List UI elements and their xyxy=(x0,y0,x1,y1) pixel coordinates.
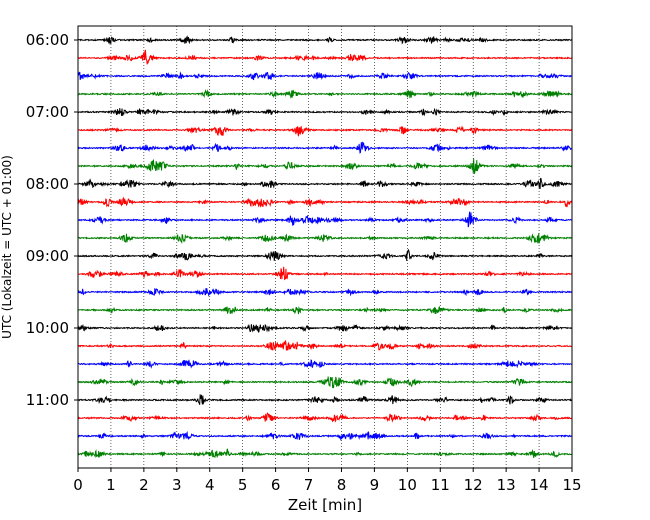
x-tick-label: 8 xyxy=(337,476,347,494)
trace-0715 xyxy=(77,125,573,137)
x-tick-label: 2 xyxy=(139,476,149,494)
trace-1145 xyxy=(77,448,573,459)
x-tick-label: 10 xyxy=(398,476,417,494)
x-axis-ticks: 0 1 2 3 4 5 6 7 8 9 10 11 12 13 14 15 xyxy=(73,468,582,494)
y-axis-ticks: 06:00 07:00 08:00 09:00 10:00 11:00 xyxy=(26,31,78,409)
x-tick-label: 9 xyxy=(370,476,380,494)
x-tick-label: 3 xyxy=(172,476,182,494)
trace-0700 xyxy=(77,107,573,117)
x-tick-label: 4 xyxy=(205,476,215,494)
trace-0645 xyxy=(77,88,573,99)
trace-1115 xyxy=(77,412,573,423)
trace-0730 xyxy=(77,141,573,154)
x-tick-label: 12 xyxy=(464,476,483,494)
x-tick-label: 1 xyxy=(106,476,116,494)
trace-0845 xyxy=(77,233,573,245)
trace-0630 xyxy=(77,71,573,81)
y-axis-label: UTC (Lokalzeit = UTC + 01:00) xyxy=(0,155,14,339)
trace-1015 xyxy=(77,340,573,351)
trace-1100 xyxy=(77,394,573,406)
x-tick-label: 15 xyxy=(562,476,581,494)
x-tick-label: 14 xyxy=(530,476,549,494)
y-tick-label: 10:00 xyxy=(26,319,69,337)
trace-0745 xyxy=(77,158,573,174)
trace-0830 xyxy=(77,211,573,228)
y-tick-label: 07:00 xyxy=(26,103,69,121)
y-tick-label: 08:00 xyxy=(26,175,69,193)
trace-1030 xyxy=(77,359,573,369)
seismic-traces xyxy=(77,35,573,459)
trace-1130 xyxy=(77,430,573,441)
y-tick-label: 11:00 xyxy=(26,391,69,409)
x-tick-label: 0 xyxy=(73,476,83,494)
trace-0615 xyxy=(77,49,573,65)
trace-0915 xyxy=(77,266,573,281)
trace-0945 xyxy=(77,306,573,315)
y-tick-label: 09:00 xyxy=(26,247,69,265)
x-tick-label: 11 xyxy=(431,476,450,494)
trace-1045 xyxy=(77,376,573,389)
trace-1000 xyxy=(77,323,573,333)
y-tick-label: 06:00 xyxy=(26,31,69,49)
x-axis-label: Zeit [min] xyxy=(288,496,362,514)
x-tick-label: 6 xyxy=(271,476,281,494)
plot-frame xyxy=(77,25,573,469)
trace-0930 xyxy=(77,287,573,297)
trace-0800 xyxy=(77,177,573,190)
trace-0900 xyxy=(77,248,573,262)
x-tick-label: 7 xyxy=(304,476,314,494)
trace-0600 xyxy=(77,35,573,45)
x-tick-label: 13 xyxy=(497,476,516,494)
trace-0815 xyxy=(77,196,573,208)
x-tick-label: 5 xyxy=(238,476,248,494)
